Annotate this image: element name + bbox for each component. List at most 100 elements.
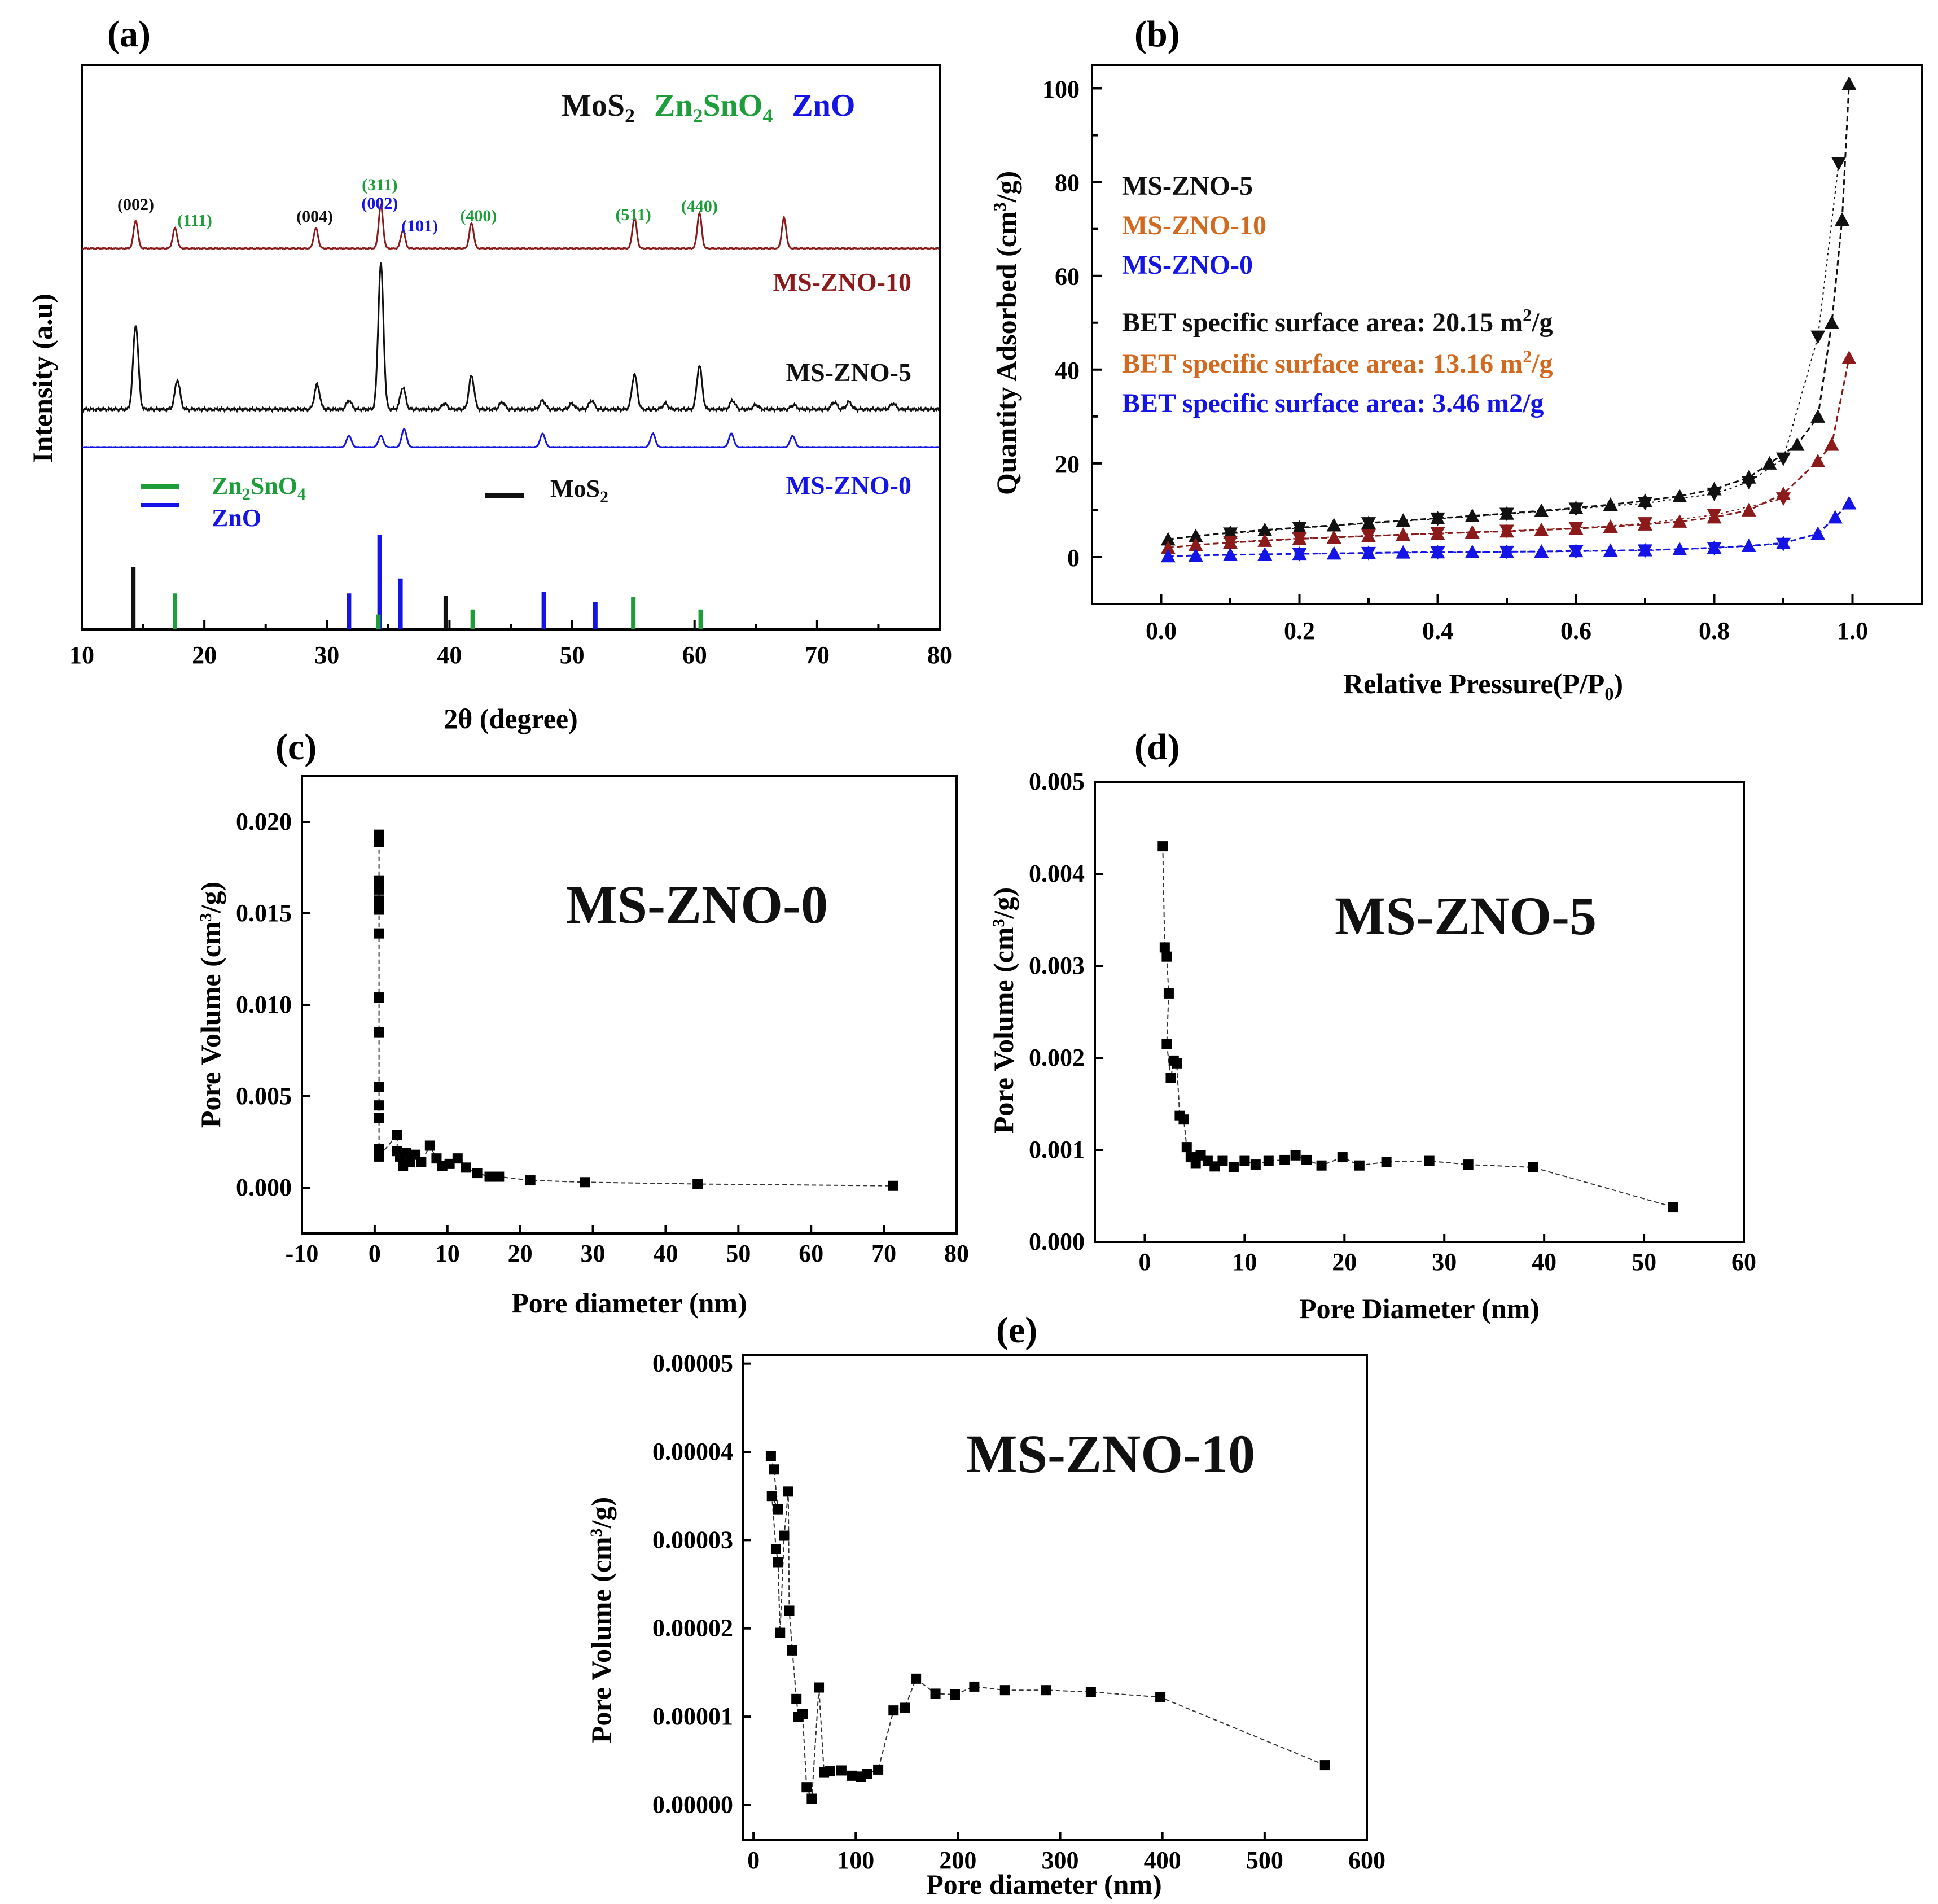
pore-x-tick-label: 600 — [1348, 1846, 1385, 1874]
xrd-pattern-line — [81, 202, 940, 251]
pore-data-point — [1263, 1155, 1274, 1166]
bet-y-tick-label: 80 — [1055, 169, 1080, 197]
pore-c-y-axis-label-sup: 3 — [196, 913, 215, 921]
pore-y-tick-label: 0.005 — [236, 1082, 292, 1110]
pore-data-point — [775, 1627, 786, 1638]
xrd-x-tick-label: 60 — [682, 641, 707, 669]
bet-x-tick-label: 0.4 — [1422, 617, 1453, 645]
pore-y-tick-label: 0.00000 — [652, 1791, 733, 1818]
pore-data-point — [374, 1151, 384, 1162]
pore-data-point — [424, 1140, 435, 1151]
pore-c-sample-title: MS-ZNO-0 — [566, 874, 828, 935]
bet-adsorption-point — [1841, 76, 1857, 90]
pore-data-point — [1316, 1160, 1327, 1171]
pore-e-y-axis-label-close: /g) — [585, 1497, 617, 1529]
pore-data-point — [769, 1464, 779, 1475]
panel-label-d: (d) — [1134, 726, 1180, 768]
pore-x-tick-label: 400 — [1144, 1846, 1181, 1874]
pore-data-point — [806, 1793, 817, 1804]
bet-adsorption-point — [1827, 510, 1843, 524]
xrd-pattern-line — [81, 427, 940, 449]
ref-legend-zn2sno4: Zn2SnO4 — [212, 472, 306, 504]
pore-e-x-axis-label: Pore diameter (nm) — [926, 1868, 1161, 1900]
pore-d-y-axis-label-text: Pore Volume (cm — [988, 927, 1019, 1133]
pore-data-point — [392, 1130, 402, 1140]
pore-data-point — [374, 1100, 384, 1111]
pore-series-line — [770, 1456, 1326, 1799]
bet-adsorption-point — [1672, 541, 1687, 555]
bet-adsorption-point — [1160, 549, 1176, 563]
bet-adsorption-point — [1257, 522, 1273, 536]
pore-x-tick-label: 0 — [1138, 1248, 1151, 1276]
bet-y-axis-label-text: Quantity Adsorbed (cm — [990, 211, 1022, 495]
pore-data-point — [374, 895, 384, 906]
ref-legend-mos2-sub: 2 — [600, 488, 608, 506]
xrd-x-tick-label: 10 — [69, 641, 94, 669]
pore-data-point — [1301, 1154, 1312, 1165]
pore-data-point — [1163, 988, 1174, 999]
pore-data-point — [452, 1153, 463, 1164]
pore-x-tick-label: 10 — [435, 1240, 460, 1267]
bet-x-axis-label-text: Relative Pressure(P/P — [1343, 668, 1604, 699]
pore-data-point — [416, 1157, 427, 1167]
ref-legend-zno: ZnO — [212, 504, 261, 532]
pore-e-y-axis-label-sup: 3 — [587, 1528, 606, 1537]
pore-data-point — [791, 1693, 802, 1704]
bet-adsorption-point — [1160, 532, 1176, 546]
pore-data-point — [847, 1770, 857, 1781]
bet-adsorption-line — [1168, 502, 1850, 557]
pore-data-point — [770, 1544, 781, 1554]
bet-surface-area-ms-zno-10-text: BET specific surface area: 13.16 m — [1122, 349, 1523, 379]
bet-adsorption-point — [1188, 528, 1203, 542]
phase-legend-mos2: MoS — [562, 88, 625, 123]
pore-y-tick-label: 0.000 — [1029, 1228, 1085, 1255]
pore-data-point — [1190, 1158, 1201, 1169]
xrd-x-tick-label: 20 — [192, 641, 217, 669]
bet-adsorption-point — [1188, 537, 1203, 551]
pore-data-point — [494, 1171, 505, 1182]
bet-y-tick-label: 100 — [1042, 76, 1080, 103]
bet-y-tick-label: 20 — [1055, 450, 1080, 478]
pore-data-point — [797, 1709, 808, 1719]
pore-data-point — [784, 1605, 795, 1616]
bet-adsorption-point — [1257, 533, 1273, 547]
bet-adsorption-point — [1810, 453, 1826, 467]
bet-desorption-point — [1638, 544, 1652, 558]
pore-d-y-axis-label: Pore Volume (cm3/g) — [988, 887, 1019, 1133]
panel-label-b: (b) — [1134, 14, 1180, 55]
bet-desorption-point — [1741, 476, 1756, 490]
pore-data-point — [1424, 1155, 1435, 1166]
bet-adsorption-point — [1603, 497, 1618, 511]
bet-adsorption-point — [1465, 544, 1480, 558]
panel-label-e: (e) — [996, 1310, 1037, 1351]
pore-x-tick-label: 60 — [1731, 1248, 1756, 1276]
pore-data-point — [1279, 1154, 1290, 1165]
bet-y-axis-label: Quantity Adsorbed (cm3/g) — [989, 171, 1022, 495]
bet-adsorption-point — [1326, 546, 1341, 560]
pore-data-point — [1381, 1157, 1392, 1167]
pore-data-point — [773, 1557, 783, 1568]
pore-c-y-axis-label-text: Pore Volume (cm — [195, 921, 226, 1128]
ref-legend-zn2sno4-sub2: 4 — [297, 485, 306, 504]
bet-surface-area-ms-zno-10-sup: 2 — [1523, 346, 1532, 366]
pore-x-tick-label: 100 — [837, 1846, 874, 1874]
pore-y-tick-label: 0.00004 — [652, 1438, 733, 1465]
bet-x-tick-label: 0.0 — [1146, 617, 1177, 645]
pore-y-tick-label: 0.001 — [1029, 1136, 1085, 1163]
pore-data-point — [900, 1702, 910, 1713]
pore-data-point — [1155, 1692, 1166, 1702]
pore-data-point — [1528, 1162, 1538, 1172]
pore-data-point — [862, 1769, 872, 1779]
bet-legend-ms-zno-10: MS-ZNO-10 — [1122, 211, 1266, 240]
pore-distribution-e-panel: 0 100 200 300 400 500 600 0.00000 0.00001 0.00002… — [585, 1350, 1385, 1900]
bet-isotherm-series — [1160, 76, 1857, 563]
bet-desorption-point — [1430, 527, 1445, 541]
bet-x-axis-label: Relative Pressure(P/P0) — [1343, 668, 1623, 704]
xrd-x-axis-label: 2θ (degree) — [444, 703, 578, 734]
bet-adsorption-point — [1824, 315, 1839, 329]
bet-adsorption-point — [1741, 502, 1756, 517]
pore-data-point — [1165, 1073, 1176, 1083]
bet-desorption-point — [1361, 546, 1376, 561]
pore-y-tick-label: 0.00002 — [652, 1614, 733, 1642]
xrd-peak-label: (440) — [681, 197, 718, 216]
